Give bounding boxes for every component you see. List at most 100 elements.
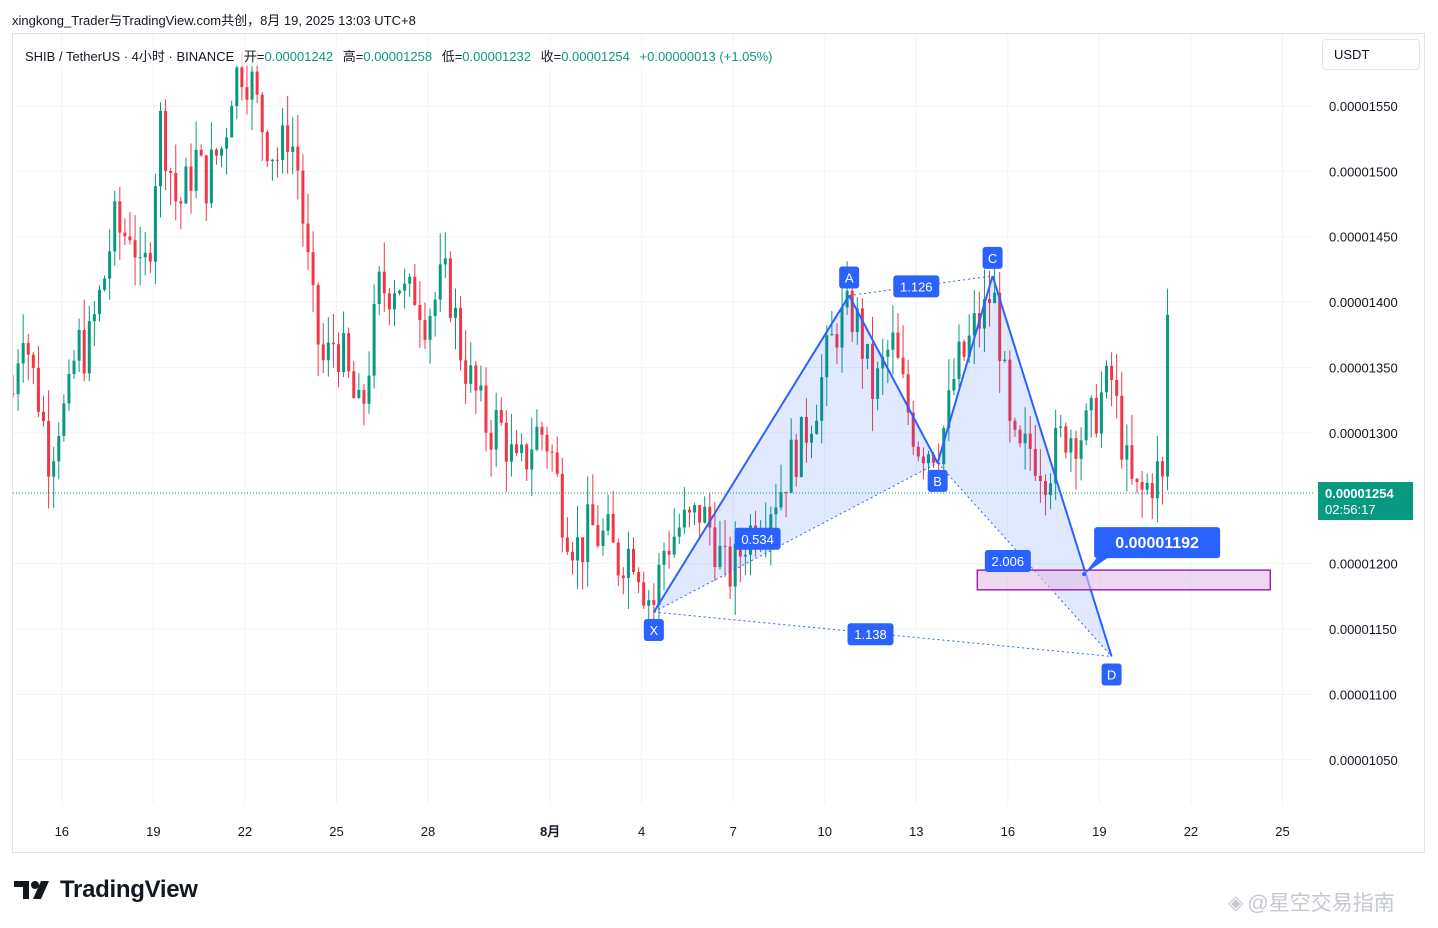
- candle: [840, 288, 844, 373]
- candle: [1069, 429, 1073, 472]
- candle-body: [164, 110, 168, 171]
- candle: [459, 296, 463, 371]
- candle: [1018, 425, 1022, 448]
- candle: [718, 520, 722, 570]
- ratio-label-bg: [847, 623, 894, 646]
- candle-body: [265, 132, 269, 162]
- candle-body: [321, 344, 325, 361]
- candle-body: [362, 389, 366, 404]
- candlestick-chart[interactable]: 0.00001550 0.00001500 0.00001450 0.00001400…: [13, 34, 1424, 852]
- candle: [865, 343, 869, 370]
- x-tick-label: 7: [730, 824, 737, 839]
- candle-body: [682, 509, 686, 528]
- candle-body: [886, 349, 890, 357]
- candle-body: [1130, 445, 1134, 479]
- candle-body: [911, 412, 915, 447]
- point-label-b: B: [927, 469, 948, 492]
- candle-body: [372, 303, 376, 376]
- candle-body: [123, 232, 127, 237]
- candle: [835, 323, 839, 365]
- candle-body: [13, 393, 15, 395]
- candle: [810, 425, 814, 459]
- candle-body: [1064, 426, 1068, 453]
- high-label: 高=: [342, 49, 364, 64]
- candle: [891, 305, 895, 375]
- x-tick-label: 19: [146, 824, 160, 839]
- candle-body: [230, 106, 234, 138]
- candle: [728, 536, 732, 600]
- candle: [616, 538, 620, 587]
- candle: [398, 289, 402, 296]
- bcd-triangle: [937, 275, 1112, 657]
- candle: [286, 95, 290, 174]
- candle-body: [92, 314, 96, 322]
- candle-body: [209, 149, 213, 204]
- candle: [13, 375, 15, 398]
- candle: [1105, 360, 1109, 399]
- candle: [881, 338, 885, 396]
- candle-body: [82, 329, 86, 374]
- candle: [31, 352, 35, 385]
- candle-body: [515, 444, 519, 454]
- candle-body: [1145, 482, 1149, 490]
- candle: [169, 168, 173, 206]
- candle: [148, 242, 152, 274]
- candle: [1160, 456, 1164, 505]
- x-tick-label: 22: [238, 824, 252, 839]
- candle-body: [601, 530, 605, 546]
- candle-body: [97, 289, 101, 315]
- candle-body: [942, 427, 946, 465]
- candle-body: [743, 554, 747, 557]
- point-label-text: B: [933, 474, 942, 489]
- candle-body: [1089, 397, 1093, 411]
- candle: [550, 444, 554, 472]
- candle: [199, 144, 203, 157]
- candle: [540, 421, 544, 451]
- candle-body: [901, 357, 905, 375]
- symbol-name[interactable]: SHIB / TetherUS · 4小时 · BINANCE: [25, 49, 235, 64]
- candle-body: [713, 527, 717, 568]
- candle: [1089, 395, 1093, 438]
- candle-body: [281, 125, 285, 160]
- candle: [1043, 474, 1047, 516]
- point-label-bg: [839, 266, 860, 289]
- candle-body: [530, 449, 534, 470]
- candle: [911, 400, 915, 456]
- candle-body: [133, 240, 137, 258]
- point-label-text: A: [845, 271, 854, 286]
- candle: [682, 487, 686, 535]
- candle-body: [667, 550, 671, 555]
- candle: [876, 361, 880, 411]
- page-header: xingkong_Trader与TradingView.com共创，8月 19,…: [12, 13, 416, 28]
- candle: [108, 229, 112, 300]
- candle: [372, 284, 376, 389]
- candle: [194, 121, 198, 199]
- candle-body: [672, 536, 676, 555]
- currency-selector[interactable]: USDT: [1322, 39, 1420, 70]
- candle: [586, 476, 590, 587]
- candle-body: [413, 276, 417, 305]
- candle-body: [174, 172, 178, 202]
- candle-body: [306, 223, 310, 253]
- y-tick-label: 0.00001150: [1329, 622, 1397, 637]
- pattern-leg-x-a: [652, 295, 851, 613]
- candle: [642, 571, 646, 610]
- candle: [606, 494, 610, 536]
- candle: [72, 349, 76, 380]
- candle-body: [1155, 461, 1159, 499]
- pattern-leg-c-d: [991, 275, 1113, 657]
- candle: [693, 502, 697, 526]
- tradingview-logo[interactable]: TradingView: [14, 876, 198, 904]
- candle-body: [550, 451, 554, 453]
- candle: [916, 441, 920, 462]
- ratio-label-text: 1.126: [900, 279, 933, 294]
- candle: [337, 332, 341, 388]
- candle: [67, 359, 71, 412]
- current-price-tag-bg: [1318, 482, 1413, 520]
- candle: [1155, 435, 1159, 523]
- candle-body: [906, 374, 910, 413]
- candle: [357, 373, 361, 400]
- candle: [469, 342, 473, 393]
- chart-frame[interactable]: 0.00001550 0.00001500 0.00001450 0.00001400…: [12, 33, 1425, 853]
